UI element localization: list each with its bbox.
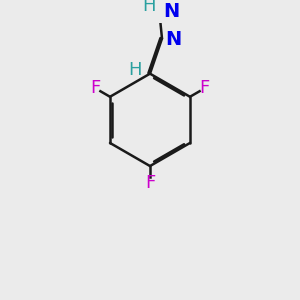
Text: F: F (199, 80, 209, 98)
Text: F: F (91, 80, 101, 98)
Text: N: N (166, 30, 182, 49)
Text: N: N (163, 2, 179, 21)
Text: H: H (142, 0, 156, 15)
Text: F: F (145, 174, 155, 192)
Text: H: H (128, 61, 142, 79)
